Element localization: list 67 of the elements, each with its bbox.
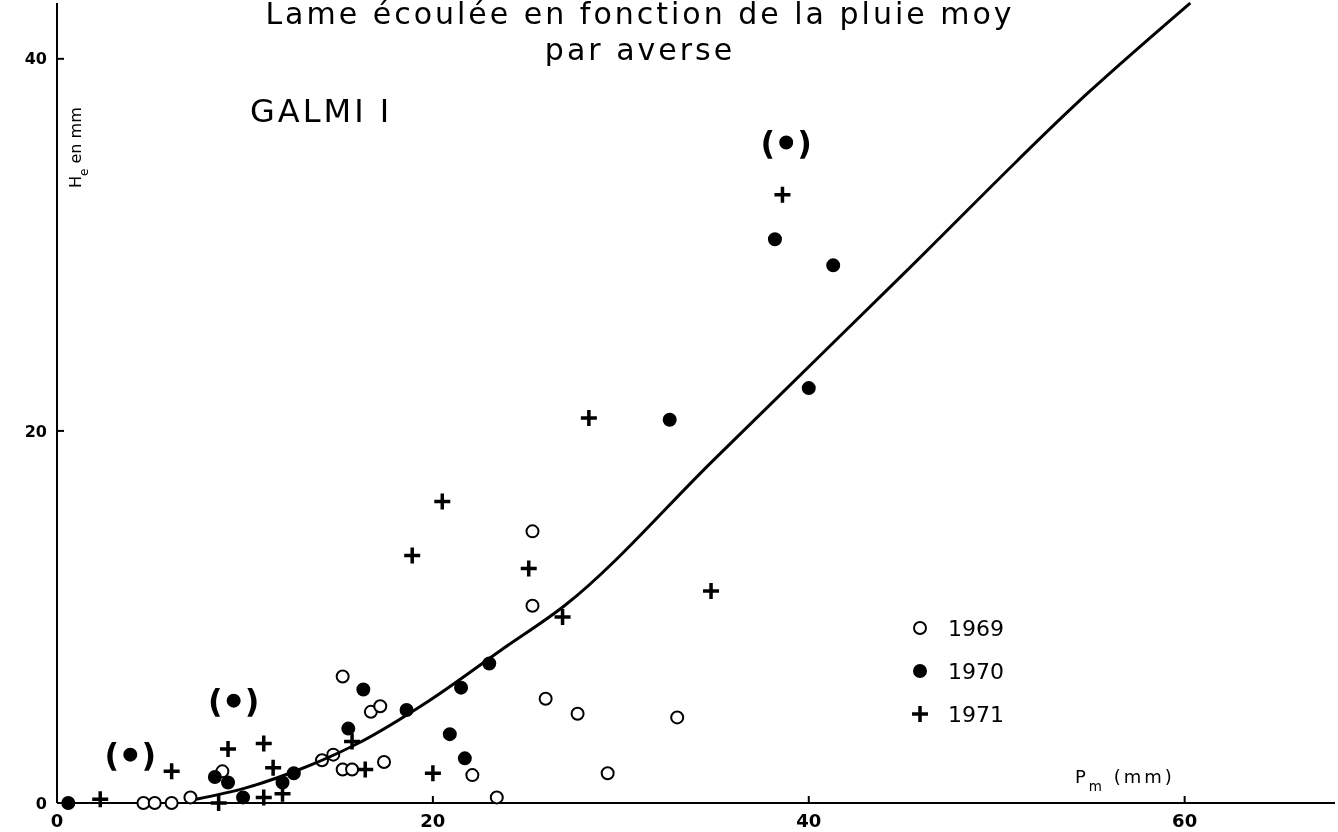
annotation: ( ) [207,681,260,720]
point [253,787,274,808]
point [183,790,198,805]
point [402,545,422,566]
point [538,691,553,706]
point [356,682,371,697]
point [600,766,615,781]
point [218,739,238,759]
point [363,704,378,719]
point [253,733,274,754]
point [61,796,76,810]
x-tick-label: 0 [50,810,64,831]
x-tick-label: 40 [796,810,822,831]
point [457,751,472,766]
y-tick-label: 0 [35,793,47,813]
point [207,769,222,784]
y-tick-label: 20 [24,421,47,441]
point [767,232,782,247]
point [377,755,392,770]
point [826,258,841,273]
point [208,793,229,813]
point [525,524,540,539]
point [670,710,685,725]
y-tick-label: 40 [24,49,47,69]
point [779,135,794,150]
point [341,721,356,736]
legend-label: 1970 [948,658,1004,684]
annotation: ( ) [760,123,812,162]
point [136,796,151,810]
point [335,669,350,684]
point [801,381,816,396]
point [345,762,360,777]
point [221,775,236,790]
point [579,408,599,428]
chart-title: Lame écoulée en fonction de la pluie moy [265,0,1015,31]
point [432,491,453,512]
point [465,768,480,783]
point [662,412,677,427]
point [123,747,138,762]
point [236,790,251,805]
point [518,558,539,579]
point [772,184,793,205]
point [161,761,182,782]
point [373,699,388,714]
point [164,796,179,810]
point [701,581,721,601]
point [342,731,362,752]
point [570,706,585,721]
point [147,796,162,810]
point [263,757,283,778]
point [90,789,110,810]
legend-label: 1971 [948,701,1004,727]
point [423,763,443,783]
x-tick-label: 60 [1172,810,1198,831]
point [355,759,375,780]
point [442,727,457,742]
point [489,790,504,805]
legend-label: 1969 [948,615,1004,641]
point [525,598,540,613]
x-axis-title: P$_{m}$ (mm) [1075,766,1175,794]
annotation: GALMI I [250,92,393,130]
annotation: ( ) [104,735,157,774]
point [226,693,241,708]
point [552,607,573,627]
point [454,680,469,695]
text: par averse [544,32,736,67]
x-tick-label: 20 [420,810,446,831]
